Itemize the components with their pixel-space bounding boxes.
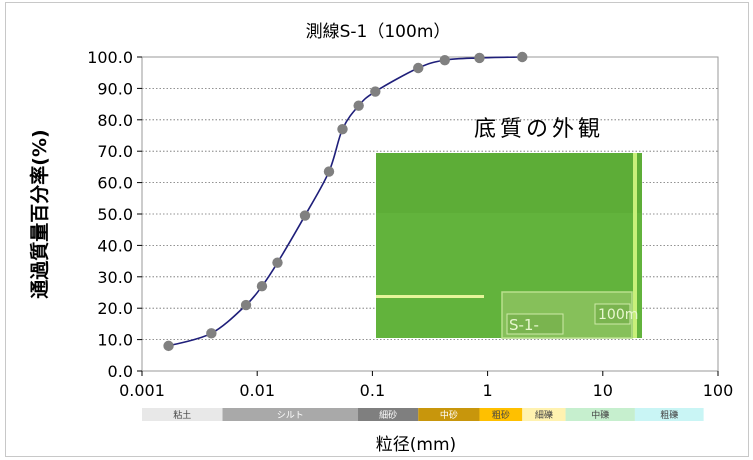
soil-class-segment — [522, 408, 566, 421]
y-tick-label: 60.0 — [97, 174, 133, 193]
data-point — [353, 100, 364, 111]
soil-class-label: 細礫 — [535, 409, 553, 421]
grain-size-chart: 測線S-1（100m） 通過質量百分率(%) 0.010.020.030.040… — [28, 22, 733, 455]
data-point — [163, 340, 174, 352]
data-point — [323, 166, 335, 177]
y-axis-ticks: 0.0 10.0 20.0 30.0 40.0 50.0 60.0 70.0 80.0 90.0 1… — [87, 48, 142, 381]
data-point — [413, 62, 424, 74]
data-point — [240, 299, 252, 311]
x-axis-ticks: 0.001 0.01 0.1 1 10 100 — [119, 371, 733, 400]
soil-class-label: 細砂 — [379, 409, 397, 421]
photo-sign-distance: 100m — [598, 307, 638, 323]
data-point — [337, 124, 348, 135]
sediment-photo: S-1- 100m — [376, 153, 642, 339]
soil-class-segment — [222, 408, 359, 421]
data-point — [370, 86, 381, 97]
soil-class-segment — [634, 408, 704, 421]
y-tick-label: 20.0 — [97, 299, 133, 318]
soil-class-label: 粗砂 — [492, 409, 510, 421]
data-point — [439, 54, 450, 66]
data-point — [206, 328, 217, 339]
x-tick-label: 10 — [593, 381, 613, 400]
soil-class-label: 粗礫 — [660, 409, 678, 421]
photo-ruler-edge — [633, 153, 637, 338]
y-tick-label: 40.0 — [97, 236, 133, 255]
soil-class-segment — [565, 408, 635, 421]
soil-class-segment — [418, 408, 480, 421]
x-tick-label: 100 — [703, 381, 734, 400]
x-tick-label: 0.001 — [119, 381, 165, 400]
x-axis-label: 粒径(mm) — [376, 435, 456, 455]
y-tick-label: 0.0 — [108, 362, 133, 381]
soil-class-segment — [479, 408, 523, 421]
data-point — [272, 257, 283, 268]
photo-ruler-line — [376, 295, 484, 298]
data-point — [474, 52, 485, 64]
data-point — [256, 281, 268, 292]
soil-class-label: シルト — [277, 411, 304, 421]
y-tick-label: 100.0 — [87, 48, 133, 67]
y-tick-label: 10.0 — [97, 331, 133, 350]
photo-caption: 底質の外観 — [474, 117, 604, 142]
x-tick-label: 0.01 — [239, 381, 275, 400]
data-point — [299, 210, 311, 221]
y-tick-label: 30.0 — [97, 268, 133, 287]
soil-class-label: 中礫 — [591, 409, 609, 421]
soil-class-segment — [142, 408, 223, 421]
data-points — [163, 51, 528, 352]
soil-class-label: 粘土 — [173, 409, 191, 421]
y-tick-label: 90.0 — [97, 79, 133, 98]
photo-sign-text: S-1- — [509, 316, 539, 334]
chart-frame: 測線S-1（100m） 通過質量百分率(%) 0.0 10.0 20.0 30.0 40… — [5, 2, 749, 457]
data-point — [517, 51, 528, 63]
soil-class-band: 粘土 シルト 細砂 中砂 粗砂 細礫 中礫 粗礫 — [142, 408, 704, 421]
y-tick-label: 70.0 — [97, 142, 133, 161]
y-tick-label: 50.0 — [97, 205, 133, 224]
soil-class-segment — [358, 408, 419, 421]
soil-class-label: 中砂 — [440, 409, 458, 421]
x-tick-label: 0.1 — [360, 381, 385, 400]
y-tick-label: 80.0 — [97, 111, 133, 130]
y-axis-label: 通過質量百分率(%) — [28, 129, 51, 298]
chart-title: 測線S-1（100m） — [306, 22, 451, 42]
x-tick-label: 1 — [483, 381, 493, 400]
